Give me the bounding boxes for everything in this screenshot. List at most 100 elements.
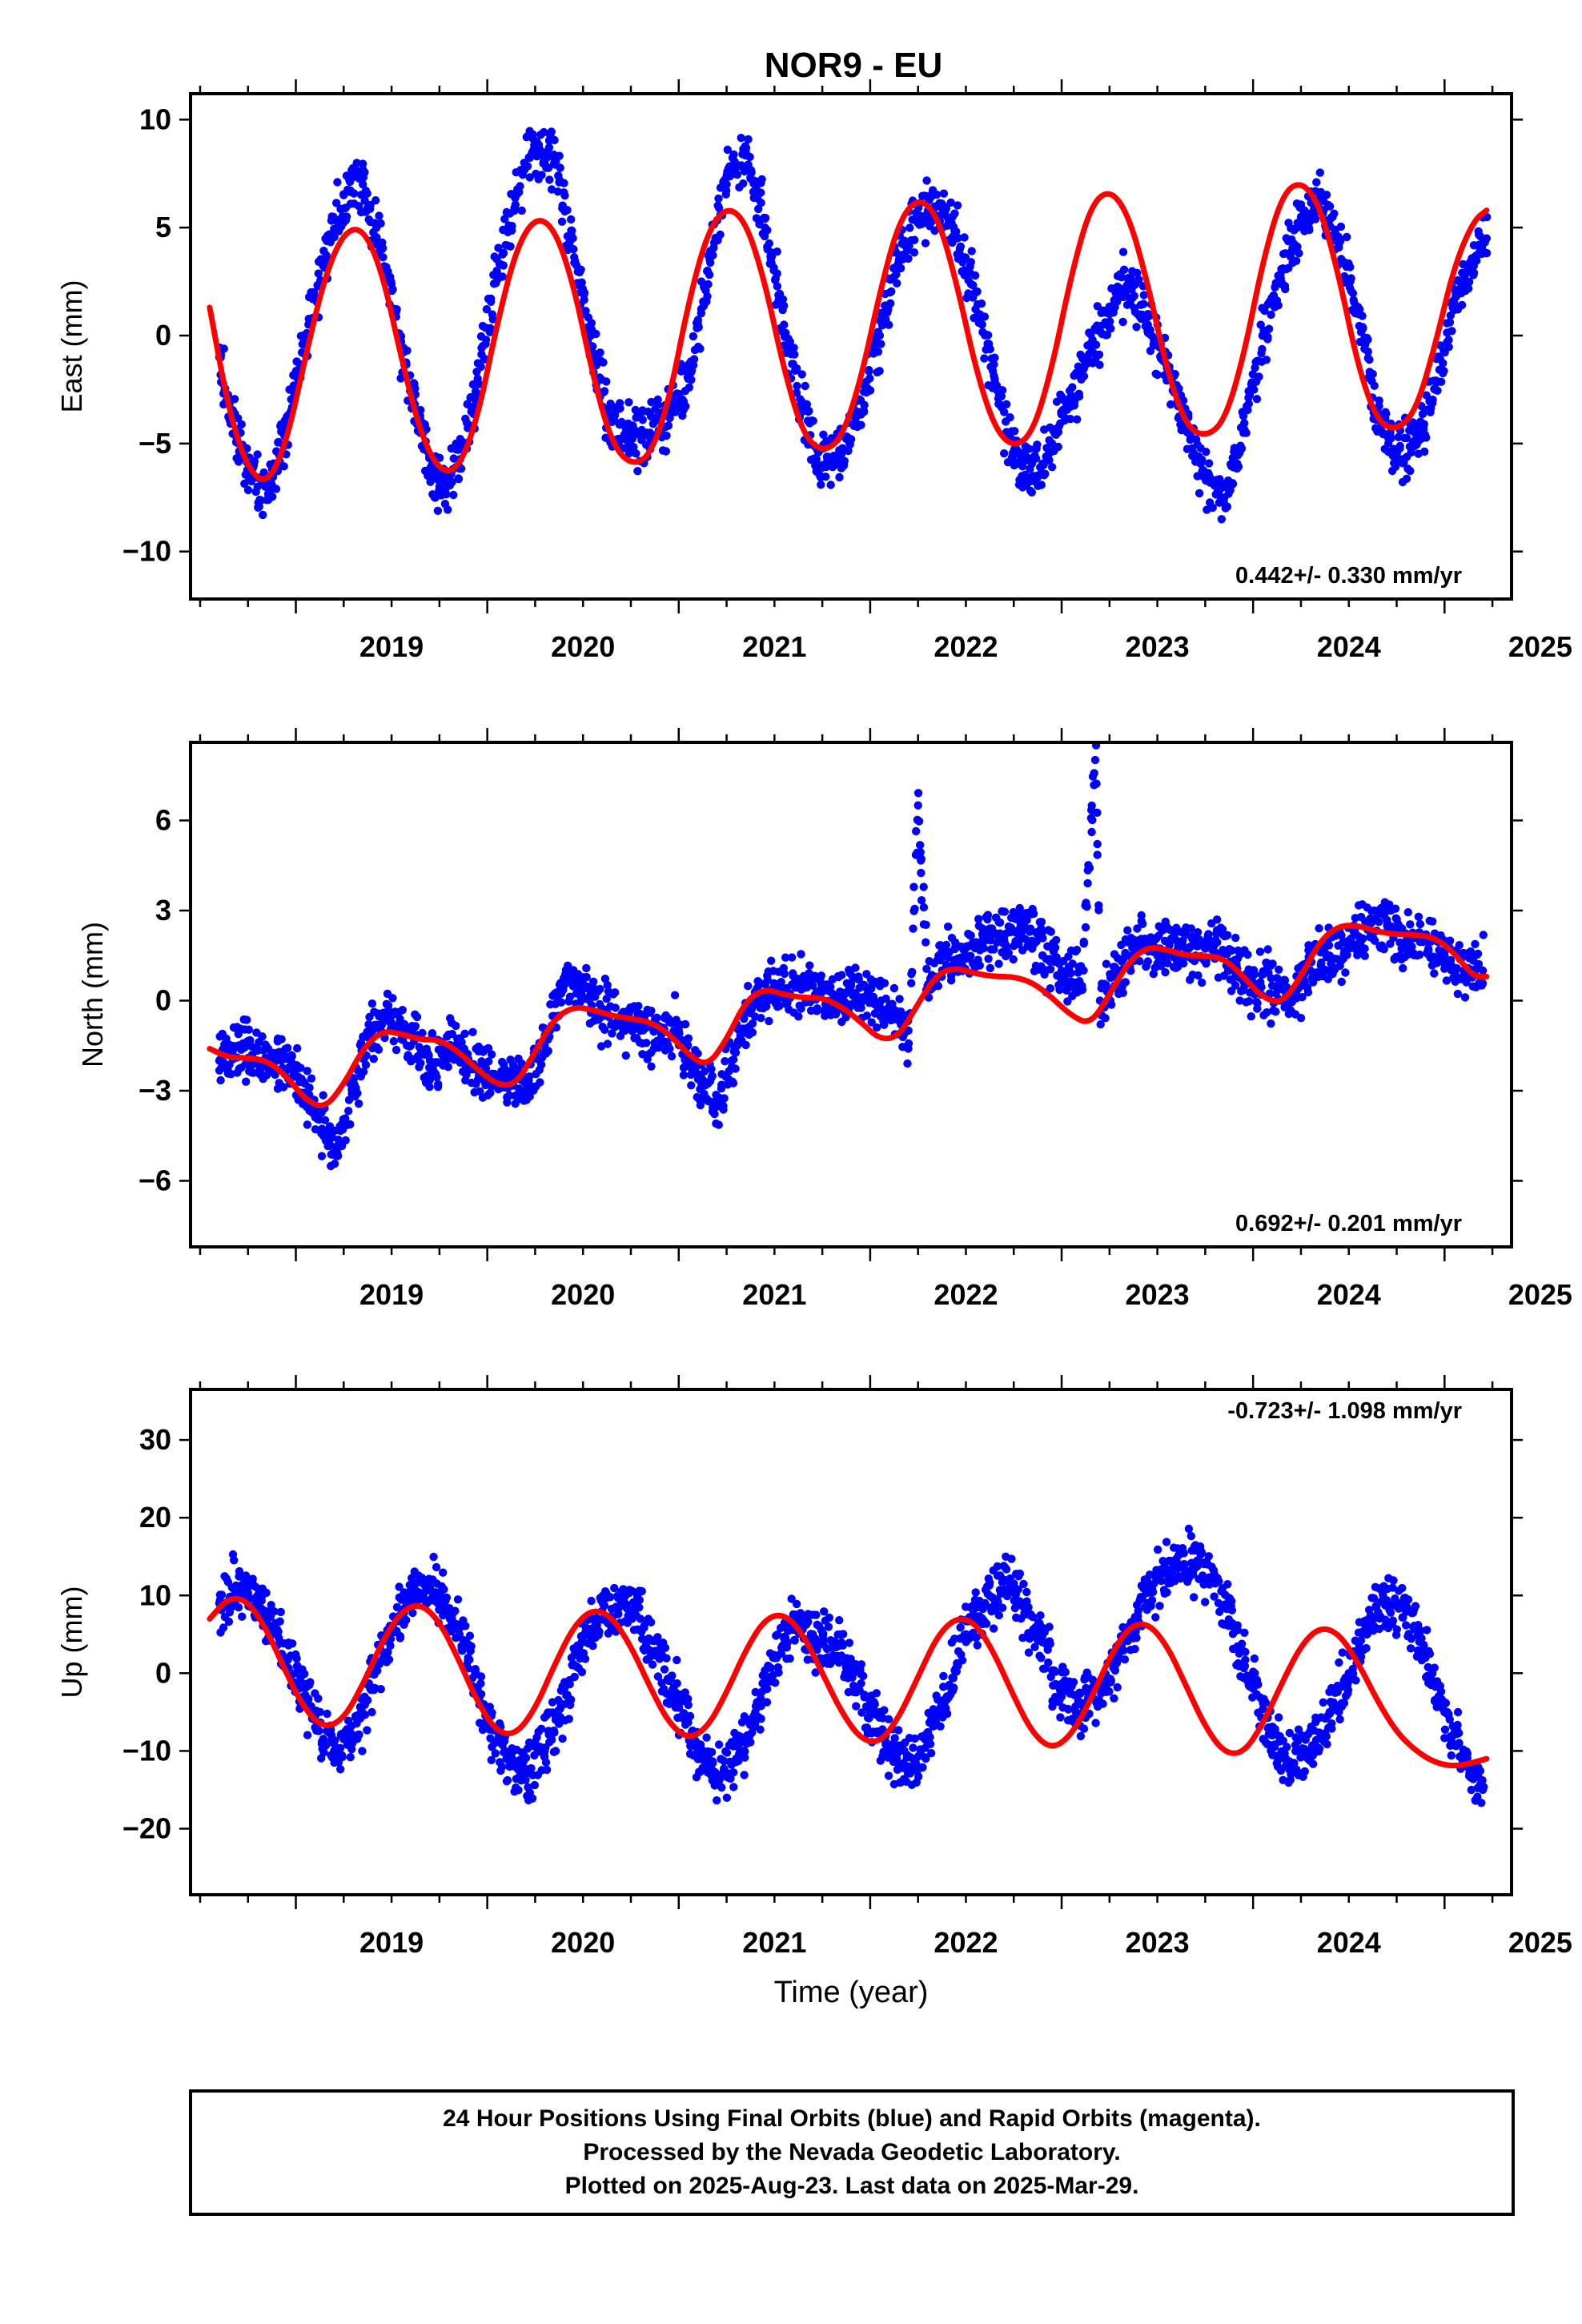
- east-data-point: [778, 295, 788, 304]
- east-xtick-label: 2024: [1317, 630, 1381, 663]
- east-data-point: [1422, 433, 1431, 442]
- east-data-point: [716, 230, 725, 239]
- north-data-point: [1268, 959, 1277, 968]
- north-data-point: [579, 981, 588, 991]
- east-data-point: [1444, 336, 1453, 344]
- up-data-point: [224, 1617, 234, 1626]
- up-ytick-label: 0: [155, 1656, 171, 1689]
- east-data-point: [1223, 502, 1232, 511]
- east-data-point: [792, 388, 801, 397]
- north-data-point: [642, 1039, 651, 1047]
- up-data-point: [476, 1672, 486, 1681]
- east-data-point: [1258, 331, 1267, 340]
- up-data-point: [713, 1796, 721, 1805]
- north-data-point: [994, 959, 1003, 968]
- east-data-point: [1118, 317, 1127, 327]
- north-data-point: [721, 1057, 729, 1066]
- north-data-point: [400, 1019, 409, 1029]
- north-data-point: [717, 1084, 726, 1093]
- east-data-point: [1031, 454, 1041, 463]
- north-data-point: [1094, 906, 1103, 915]
- up-data-point: [467, 1642, 476, 1651]
- north-data-point: [1280, 975, 1290, 985]
- east-data-point: [645, 428, 655, 437]
- east-data-point: [1133, 268, 1142, 277]
- east-data-point: [1134, 275, 1143, 284]
- up-data-point: [729, 1783, 738, 1791]
- east-data-point: [1018, 462, 1027, 471]
- east-data-point: [411, 384, 420, 393]
- east-data-point: [761, 223, 769, 232]
- north-data-point: [921, 920, 930, 930]
- north-data-point: [981, 936, 990, 945]
- north-xtick-label: 2020: [551, 1278, 615, 1311]
- east-data-point: [1406, 466, 1415, 476]
- up-data-point: [363, 1695, 372, 1705]
- east-data-point: [1354, 309, 1363, 319]
- north-data-point: [710, 1109, 719, 1119]
- up-data-point: [673, 1655, 681, 1665]
- east-data-point: [1335, 243, 1343, 252]
- east-data-point: [1217, 515, 1227, 524]
- north-data-point: [634, 1002, 643, 1011]
- east-data-point: [448, 477, 456, 487]
- north-data-point: [797, 950, 805, 959]
- east-data-point: [1335, 234, 1344, 243]
- north-data-point: [942, 940, 951, 950]
- up-data-point: [396, 1631, 404, 1641]
- east-data-point: [624, 448, 634, 458]
- east-data-point: [560, 179, 568, 187]
- east-data-point: [1000, 408, 1009, 416]
- east-data-point: [607, 417, 616, 427]
- north-data-point: [536, 1078, 544, 1087]
- east-data-point: [896, 263, 905, 273]
- east-data-point: [1047, 463, 1057, 472]
- north-data-point: [1415, 950, 1424, 959]
- up-data-point: [610, 1583, 619, 1593]
- north-data-point: [582, 963, 591, 973]
- up-data-point: [702, 1733, 711, 1742]
- up-data-point: [300, 1670, 309, 1679]
- east-data-point: [1252, 395, 1262, 404]
- up-data-point: [685, 1711, 695, 1721]
- up-data-point: [451, 1606, 460, 1615]
- north-data-point: [368, 1026, 377, 1035]
- east-data-point: [780, 320, 789, 329]
- north-data-point: [914, 817, 924, 826]
- up-data-point: [383, 1648, 392, 1657]
- north-data-point: [1315, 924, 1323, 933]
- north-data-point: [1223, 931, 1232, 940]
- east-data-point: [525, 173, 534, 182]
- north-data-point: [1121, 978, 1130, 987]
- north-data-point: [611, 988, 620, 997]
- east-data-point: [255, 495, 264, 505]
- east-data-point: [550, 135, 559, 145]
- north-data-point: [1076, 981, 1086, 991]
- east-data-point: [1153, 370, 1162, 380]
- north-data-point: [521, 1086, 530, 1096]
- east-data-point: [1277, 266, 1287, 275]
- east-data-point: [909, 248, 919, 257]
- east-data-point: [1482, 234, 1492, 243]
- up-data-point: [714, 1740, 724, 1749]
- east-data-point: [1392, 450, 1401, 459]
- north-data-point: [832, 1007, 841, 1015]
- east-data-point: [983, 331, 993, 340]
- east-data-point: [629, 443, 638, 452]
- north-data-point: [305, 1084, 314, 1092]
- east-data-point: [454, 445, 463, 454]
- north-data-point: [1428, 917, 1437, 926]
- east-data-point: [960, 233, 969, 242]
- north-data-point: [680, 1063, 689, 1072]
- up-data-point: [461, 1622, 470, 1630]
- north-data-point: [1324, 941, 1334, 950]
- up-data-point: [564, 1715, 573, 1723]
- north-data-point: [407, 1054, 416, 1063]
- east-data-point: [990, 353, 999, 362]
- up-data-point: [402, 1615, 411, 1625]
- east-data-point: [1234, 462, 1243, 471]
- east-data-point: [773, 269, 781, 278]
- up-data-point: [558, 1734, 567, 1743]
- north-data-point: [916, 848, 925, 857]
- north-data-point: [215, 1056, 224, 1065]
